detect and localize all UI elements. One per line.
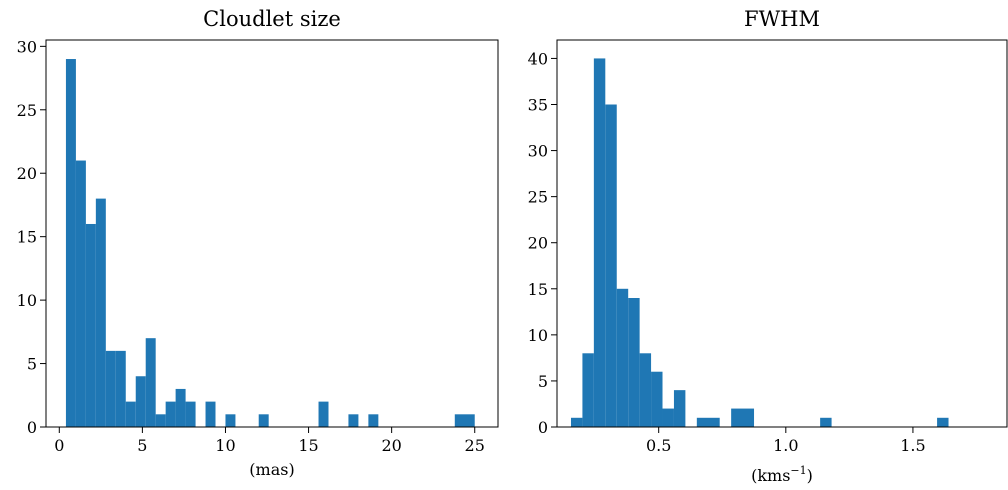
histogram-bar — [155, 414, 166, 427]
x-tick-label: 15 — [298, 436, 318, 455]
bars — [570, 58, 949, 428]
histogram-bar — [731, 408, 755, 427]
y-axis-ticks: 0 5 10 15 20 25 30 35 40 — [528, 49, 557, 437]
x-axis-label: (kms−1) — [751, 464, 813, 485]
histogram-bar — [165, 401, 176, 427]
plot-frame — [45, 39, 499, 428]
y-tick-label: 15 — [528, 280, 548, 299]
histogram-bar — [65, 59, 76, 427]
y-tick-label: 0 — [538, 418, 548, 437]
y-axis-ticks: 0 5 10 15 20 25 30 — [17, 37, 46, 437]
histogram-bar — [696, 417, 720, 427]
x-tick-label: 10 — [215, 436, 235, 455]
histogram-bar — [318, 401, 329, 427]
histogram-bar — [135, 376, 146, 427]
histogram-bar — [628, 298, 640, 427]
chart-title: FWHM — [744, 7, 820, 31]
y-tick-label: 30 — [528, 142, 548, 161]
y-tick-label: 10 — [528, 326, 548, 345]
y-tick-label: 10 — [17, 291, 37, 310]
x-tick-label: 1.0 — [773, 436, 798, 455]
histogram-bar — [616, 288, 629, 427]
histogram-bar — [820, 417, 832, 427]
histogram-bar — [662, 408, 674, 427]
histogram-bar — [205, 401, 216, 427]
x-tick-label: 0.5 — [646, 436, 671, 455]
y-tick-label: 20 — [17, 164, 37, 183]
histogram-bar — [639, 353, 652, 427]
histogram-bar — [258, 414, 269, 427]
y-tick-label: 25 — [17, 101, 37, 120]
histogram-bar — [105, 350, 116, 427]
histogram-bar — [95, 198, 106, 427]
x-axis-label-superscript: −1 — [790, 464, 806, 477]
x-axis-label: (mas) — [249, 460, 294, 479]
histogram-bar — [368, 414, 379, 427]
histogram-bar — [593, 58, 606, 428]
histogram-bar — [937, 417, 949, 427]
bars — [65, 59, 475, 428]
histogram-bar — [582, 353, 594, 427]
histogram-bar — [85, 223, 96, 427]
x-axis-label-main: (kms — [751, 466, 790, 485]
histogram-bar — [651, 371, 663, 427]
histogram-bar — [673, 390, 686, 427]
y-tick-label: 5 — [27, 355, 37, 374]
panel-cloudlet-size: Cloudlet size 0 5 10 15 20 25 0 5 10 15 20 25 30 (m… — [17, 7, 499, 479]
y-tick-label: 30 — [17, 37, 37, 56]
y-tick-label: 25 — [528, 188, 548, 207]
histogram-bar — [454, 414, 475, 427]
y-tick-label: 40 — [528, 49, 548, 68]
x-tick-label: 0 — [54, 436, 64, 455]
panel-fwhm: FWHM 0.5 1.0 1.5 0 5 10 15 20 25 30 35 40 (kms−1) — [528, 7, 1008, 485]
x-tick-label: 25 — [465, 436, 485, 455]
plot-frame — [556, 39, 1008, 428]
histogram-bar — [145, 338, 156, 427]
histogram-bar — [125, 401, 136, 427]
x-axis-label-end: ) — [807, 466, 813, 485]
x-tick-label: 20 — [381, 436, 401, 455]
y-tick-label: 35 — [528, 96, 548, 115]
x-axis-ticks: 0 5 10 15 20 25 — [54, 427, 485, 455]
histogram-bar — [75, 160, 86, 428]
histogram-bar — [225, 414, 236, 427]
histogram-bar — [605, 104, 617, 427]
chart-title: Cloudlet size — [203, 7, 341, 31]
histogram-bar — [348, 414, 359, 427]
y-tick-label: 0 — [27, 418, 37, 437]
histogram-bar — [570, 417, 583, 427]
histogram-bar — [115, 350, 126, 427]
y-tick-label: 20 — [528, 234, 548, 253]
y-tick-label: 5 — [538, 372, 548, 391]
x-tick-label: 1.5 — [900, 436, 925, 455]
y-tick-label: 15 — [17, 228, 37, 247]
histogram-bar — [175, 388, 186, 427]
x-tick-label: 5 — [137, 436, 147, 455]
histogram-bar — [185, 401, 196, 427]
x-axis-ticks: 0.5 1.0 1.5 — [646, 427, 926, 455]
